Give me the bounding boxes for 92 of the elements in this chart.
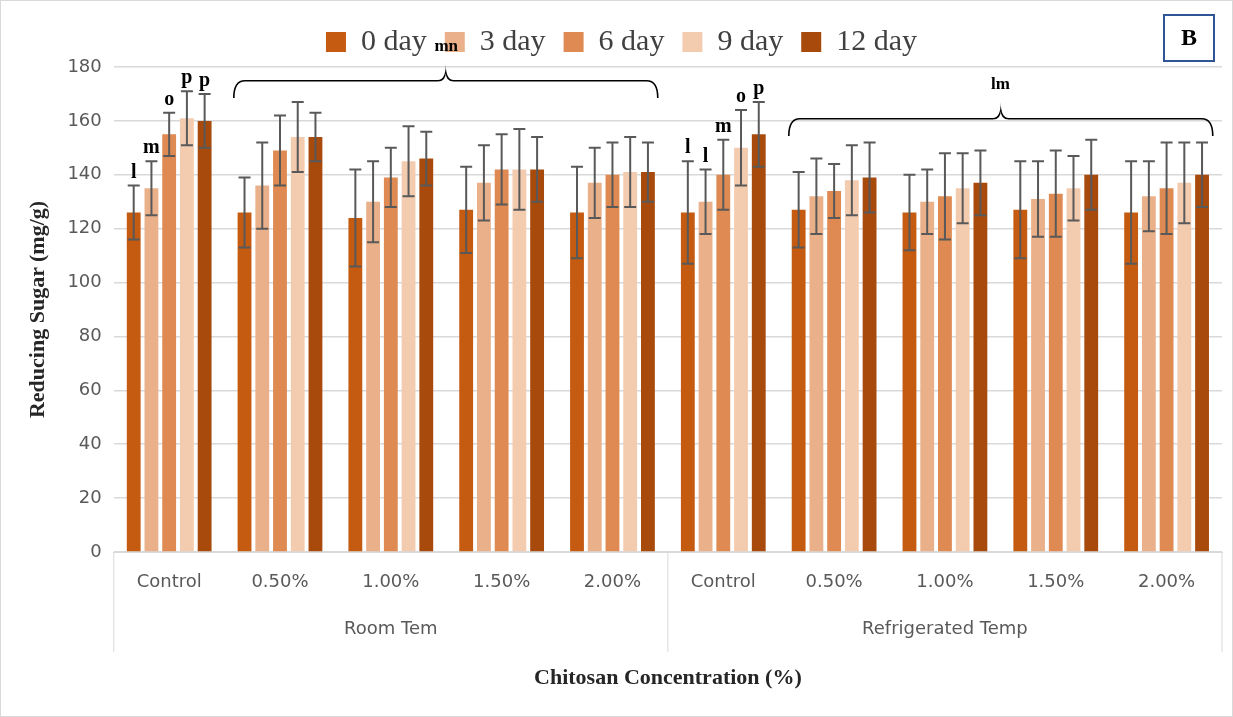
- data-label: m: [714, 113, 732, 136]
- legend-label: 12 day: [836, 22, 918, 56]
- y-axis-title: Reducing Sugar (mg/g): [23, 200, 49, 419]
- bar: [862, 177, 877, 552]
- bar: [623, 172, 638, 552]
- bar: [512, 169, 527, 552]
- data-label: p: [199, 68, 211, 92]
- bar: [938, 196, 952, 552]
- bar: [1159, 188, 1174, 552]
- bar: [1195, 174, 1209, 552]
- data-label: o: [164, 86, 175, 109]
- bar: [1013, 209, 1028, 552]
- bar: [126, 212, 141, 552]
- bar: [973, 182, 988, 552]
- data-label: l: [702, 143, 709, 166]
- text: Room Tem: [344, 616, 438, 638]
- data-label: l: [130, 159, 137, 182]
- bar: [641, 172, 655, 552]
- y-tick-label: 60: [78, 378, 102, 400]
- legend-label: 3 day: [479, 22, 546, 56]
- bar: [716, 174, 731, 552]
- bar: [570, 212, 584, 552]
- y-tick-label: 80: [78, 324, 102, 346]
- bar: [605, 174, 620, 552]
- bar: [197, 120, 212, 552]
- text: Refrigerated Temp: [862, 616, 1028, 638]
- bar: [401, 161, 416, 552]
- x-tick-label: 1.50%: [473, 570, 531, 592]
- data-label: p: [181, 65, 193, 89]
- x-tick-label: Control: [690, 570, 756, 592]
- bar: [902, 212, 917, 552]
- y-tick-label: 140: [67, 162, 102, 184]
- x-tick-label: 0.50%: [251, 570, 309, 592]
- y-tick-label: 20: [78, 485, 102, 507]
- x-axis-title: Chitosan Concentration (%): [534, 664, 802, 690]
- bar: [827, 190, 842, 552]
- bar: [809, 196, 824, 552]
- bar: [1048, 193, 1063, 552]
- y-tick-label: 0: [90, 539, 102, 561]
- data-label: p: [753, 76, 765, 100]
- x-tick-label: 1.00%: [916, 570, 974, 592]
- x-tick-label: 2.00%: [1137, 570, 1196, 592]
- x-tick-label: 1.50%: [1027, 570, 1085, 592]
- bar: [587, 182, 602, 552]
- bar: [459, 209, 474, 552]
- bar: [955, 188, 970, 552]
- bar: [237, 212, 252, 552]
- bar: [383, 177, 398, 552]
- bar: [1177, 182, 1192, 552]
- data-label: o: [736, 84, 747, 107]
- bar: [734, 147, 748, 552]
- bar: [530, 169, 545, 552]
- bar: [1066, 188, 1081, 552]
- bar: [1141, 196, 1156, 552]
- x-tick-label: 1.00%: [362, 570, 420, 592]
- y-tick-label: 100: [67, 270, 102, 292]
- x-tick-label: 0.50%: [805, 570, 863, 592]
- bar: [680, 212, 695, 552]
- y-tick-label: 180: [67, 54, 102, 76]
- bar: [1031, 199, 1045, 552]
- bar: [1084, 174, 1099, 552]
- text: B: [1180, 24, 1198, 51]
- bar: [698, 201, 713, 552]
- bar: [844, 180, 859, 552]
- bar: [1124, 212, 1139, 552]
- annotation: lm: [990, 73, 1010, 93]
- bar: [920, 201, 935, 552]
- bar: [494, 169, 509, 552]
- bar: [419, 158, 434, 552]
- x-tick-label: Control: [136, 570, 202, 592]
- legend-label: 6 day: [598, 22, 665, 56]
- legend-label: 9 day: [717, 22, 784, 56]
- data-label: m: [143, 135, 161, 158]
- bar: [179, 118, 194, 552]
- bar: [308, 137, 323, 552]
- bar: [162, 134, 177, 552]
- x-tick-label: 2.00%: [583, 570, 642, 592]
- y-tick-label: 120: [67, 216, 102, 238]
- bar: [273, 150, 287, 552]
- bar: [366, 201, 380, 552]
- bar: [751, 134, 766, 552]
- bar: [476, 182, 491, 552]
- data-label: l: [685, 135, 692, 158]
- bar: [348, 217, 363, 552]
- legend-label: 0 day: [360, 22, 427, 56]
- text: mn: [434, 35, 459, 55]
- y-tick-label: 160: [67, 108, 102, 130]
- bar: [791, 209, 806, 552]
- bar: [290, 137, 305, 552]
- y-tick-label: 40: [78, 431, 102, 453]
- bar: [255, 185, 270, 552]
- bar: [144, 188, 159, 552]
